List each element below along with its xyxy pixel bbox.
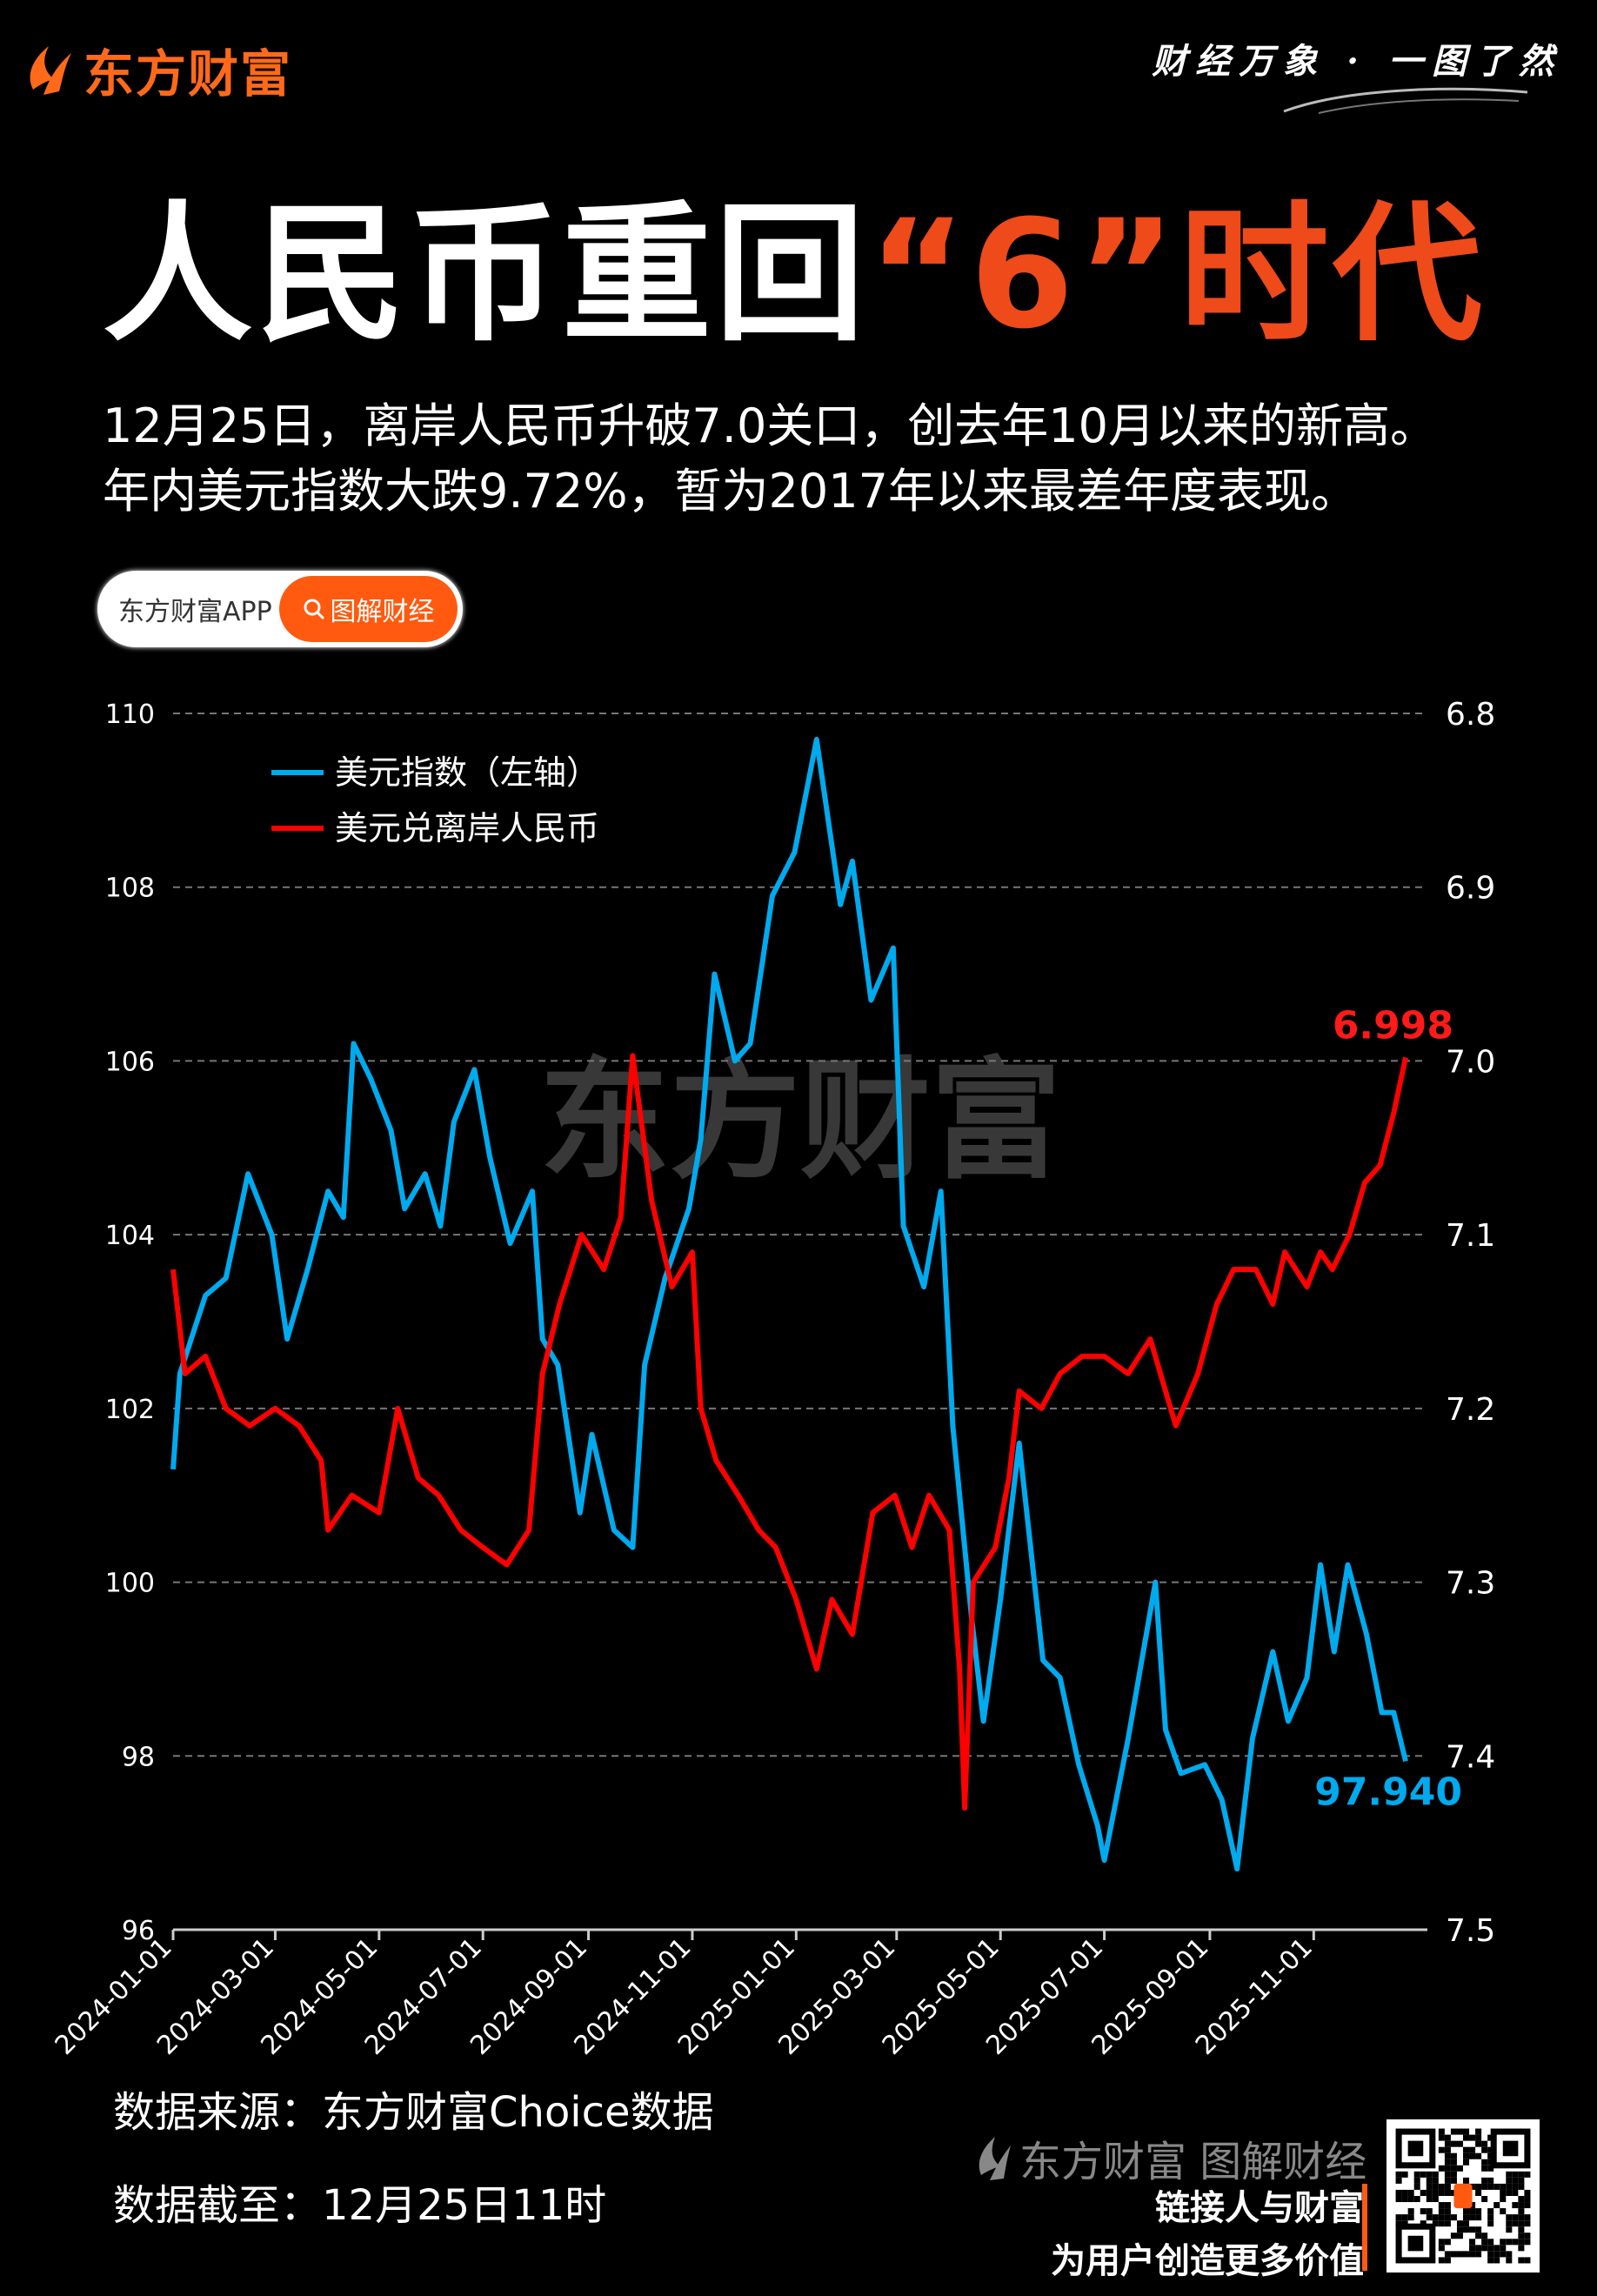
- legend-label-cnh: 美元兑离岸人民币: [335, 809, 599, 847]
- left-tick-label: 100: [105, 1569, 155, 1599]
- left-tick-label: 110: [105, 700, 155, 730]
- dxy-end-label: 97.940: [1314, 1770, 1462, 1814]
- pill-app-label: 东方财富APP: [118, 597, 272, 627]
- gridlines: [173, 713, 1427, 1757]
- flame-logo-icon: [30, 46, 71, 95]
- right-tick-label: 7.0: [1446, 1044, 1495, 1080]
- page-title: 人民币重回“6”时代: [103, 152, 1486, 370]
- swoosh-decoration: [1283, 87, 1528, 114]
- right-tick-label: 7.1: [1446, 1218, 1495, 1254]
- left-tick-label: 104: [105, 1221, 155, 1251]
- cnh-line: [170, 1053, 1408, 1811]
- footer-slogan-2: 为用户创造更多价值: [1051, 2241, 1364, 2281]
- chart: 东方财富 96 98 100 102 104 106 108 110 6.8 6.9 7.0 7.1…: [50, 697, 1496, 2061]
- cnh-end-label: 6.998: [1333, 1003, 1453, 1048]
- subtitle-line-2: 年内美元指数大跌9.72%，暂为2017年以来最差年度表现。: [103, 464, 1358, 519]
- search-icon: [304, 599, 324, 620]
- title-main: 人民币重回: [103, 187, 868, 362]
- left-tick-label: 96: [122, 1916, 155, 1946]
- footer-brand-mark: 东方财富 图解财经: [974, 2127, 1366, 2188]
- left-tick-label: 98: [122, 1742, 155, 1772]
- orange-divider: [1362, 2184, 1367, 2271]
- series-lines: [170, 737, 1408, 1872]
- dxy-line: [170, 737, 1408, 1872]
- left-tick-label: 106: [105, 1047, 155, 1077]
- qr-code[interactable]: [1387, 2119, 1540, 2273]
- data-cutoff: 数据截至：12月25日11时: [113, 2181, 607, 2230]
- right-tick-label: 7.3: [1446, 1566, 1495, 1602]
- pill-search-button[interactable]: 图解财经: [279, 576, 458, 642]
- right-tick-label: 6.9: [1446, 871, 1495, 907]
- app-pill[interactable]: 东方财富APP 图解财经: [97, 571, 463, 647]
- title-highlight: “6”时代: [868, 187, 1486, 362]
- legend-label-dxy: 美元指数（左轴）: [335, 753, 599, 792]
- right-axis-labels: 6.8 6.9 7.0 7.1 7.2 7.3 7.4 7.5: [1446, 697, 1495, 1949]
- top-slogan: 财经万象 · 一图了然: [1152, 41, 1562, 82]
- right-tick-label: 6.8: [1446, 697, 1495, 733]
- legend: 美元指数（左轴） 美元兑离岸人民币: [271, 753, 599, 847]
- pill-button-label: 图解财经: [330, 597, 435, 627]
- left-tick-label: 108: [105, 874, 155, 904]
- brand-logo: 东方财富: [24, 33, 292, 106]
- brand-name: 东方财富: [84, 44, 293, 104]
- right-tick-label: 7.2: [1446, 1392, 1495, 1428]
- data-source: 数据来源：东方财富Choice数据: [113, 2088, 714, 2137]
- x-axis: 2024-01-012024-03-012024-05-012024-07-01…: [50, 1928, 1427, 2061]
- left-axis-labels: 96 98 100 102 104 106 108 110: [105, 700, 155, 1946]
- subtitle-line-1: 12月25日，离岸人民币升破7.0关口，创去年10月以来的新高。: [103, 398, 1438, 453]
- flame-logo-icon: [979, 2137, 1011, 2180]
- right-tick-label: 7.4: [1446, 1739, 1495, 1775]
- right-tick-label: 7.5: [1446, 1913, 1495, 1949]
- footer-slogan-1: 链接人与财富: [1155, 2188, 1364, 2228]
- footer-brand-text: 东方财富 图解财经: [1019, 2138, 1367, 2186]
- chart-watermark: 东方财富: [539, 1046, 1061, 1197]
- left-tick-label: 102: [105, 1395, 155, 1425]
